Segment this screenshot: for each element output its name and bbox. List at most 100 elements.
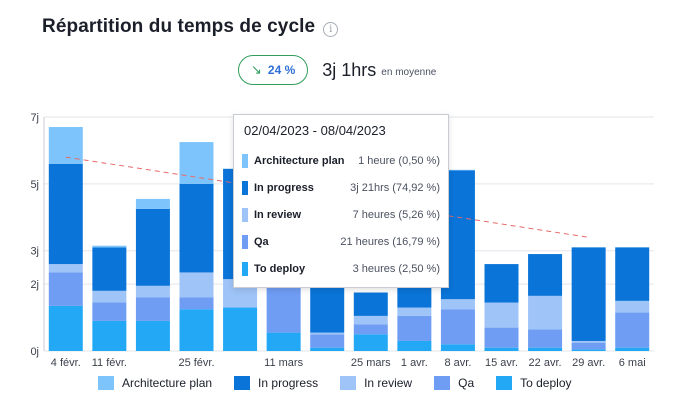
legend-item[interactable]: Architecture plan — [98, 376, 212, 390]
bar-segment[interactable] — [484, 264, 519, 303]
x-tick-label: 25 mars — [351, 357, 391, 369]
bar-segment[interactable] — [48, 127, 83, 164]
x-tick-label: 11 mars — [264, 357, 303, 369]
x-tick-label: 15 avr. — [485, 357, 518, 369]
bar-segment[interactable] — [135, 285, 170, 298]
legend-item[interactable]: In progress — [234, 376, 318, 390]
bar-segment[interactable] — [440, 169, 475, 171]
bar-segment[interactable] — [266, 284, 301, 333]
x-tick-label: 11 févr. — [92, 357, 127, 369]
bar-segment[interactable] — [397, 315, 432, 341]
tooltip-row: Architecture plan 1 heure (0,50 %) — [242, 147, 440, 174]
bar-segment[interactable] — [135, 208, 170, 286]
bar-segment[interactable] — [571, 342, 606, 350]
tooltip-value: 3 heures (2,50 %) — [352, 262, 440, 275]
chart-header: Répartition du temps de cycle i — [42, 16, 339, 38]
legend-label: Architecture plan — [122, 376, 213, 390]
legend-swatch — [434, 376, 451, 390]
bar-segment[interactable] — [48, 264, 83, 273]
tooltip-label: In progress — [254, 181, 314, 194]
y-tick-label: 2j — [30, 279, 39, 291]
x-tick-label: 6 mai — [619, 357, 646, 369]
tooltip-value: 1 heure (0,50 %) — [358, 154, 440, 167]
average-cycle-time: 3j 1hrs — [322, 59, 377, 80]
bar-segment[interactable] — [223, 307, 258, 351]
page-title: Répartition du temps de cycle — [42, 16, 316, 37]
bar-segment[interactable] — [440, 309, 475, 345]
tooltip-label: Qa — [254, 235, 269, 248]
legend-item[interactable]: In review — [340, 376, 412, 390]
bar-segment[interactable] — [92, 290, 127, 303]
bar-segment[interactable] — [92, 247, 127, 291]
bar-segment[interactable] — [615, 347, 650, 351]
bar-segment[interactable] — [528, 295, 563, 330]
chart-legend: Architecture plan In progress In review Qa T… — [98, 376, 594, 390]
bar-segment[interactable] — [48, 305, 83, 351]
legend-swatch — [340, 376, 357, 390]
bar-segment[interactable] — [528, 347, 563, 351]
bar-segment[interactable] — [92, 245, 127, 248]
bar-segment[interactable] — [179, 272, 214, 298]
tooltip-label: To deploy — [254, 262, 306, 275]
bar-segment[interactable] — [48, 272, 83, 306]
bar-segment[interactable] — [528, 254, 563, 296]
bar-segment[interactable] — [615, 300, 650, 313]
x-tick-label: 1 avr. — [401, 357, 428, 369]
bar-segment[interactable] — [179, 309, 214, 351]
tooltip-title: 02/04/2023 - 08/04/2023 — [244, 123, 386, 138]
x-tick-label: 25 févr. — [178, 357, 214, 369]
y-tick-label: 5j — [30, 179, 39, 191]
bar-segment[interactable] — [440, 344, 475, 351]
tooltip-label: In review — [254, 208, 302, 221]
bar-segment[interactable] — [266, 332, 301, 351]
bar-segment[interactable] — [615, 312, 650, 348]
legend-item[interactable]: To deploy — [496, 376, 572, 390]
bar-segment[interactable] — [92, 302, 127, 321]
y-tick-label: 7j — [30, 112, 39, 124]
info-icon[interactable]: i — [323, 21, 339, 37]
bar-segment[interactable] — [179, 183, 214, 273]
bar-segment[interactable] — [484, 327, 519, 348]
trend-down-arrow-icon: ↘ — [251, 62, 262, 77]
tooltip-row: To deploy 3 heures (2,50 %) — [242, 255, 440, 282]
x-tick-label: 4 févr. — [51, 357, 81, 369]
bar-segment[interactable] — [92, 320, 127, 351]
legend-label: In review — [364, 376, 413, 390]
bar-segment[interactable] — [528, 329, 563, 348]
bar-segment[interactable] — [310, 334, 345, 348]
bar-segment[interactable] — [571, 247, 606, 341]
bar-segment[interactable] — [440, 299, 475, 310]
bar-segment[interactable] — [353, 292, 388, 316]
bar-segment[interactable] — [397, 307, 432, 316]
bar-segment[interactable] — [484, 347, 519, 351]
y-tick-label: 3j — [30, 246, 39, 258]
bar-segment[interactable] — [353, 315, 388, 325]
bar-segment[interactable] — [615, 247, 650, 301]
bar-segment[interactable] — [397, 340, 432, 351]
tooltip-row: In progress 3j 21hrs (74,92 %) — [242, 174, 440, 201]
tooltip-swatch — [242, 261, 248, 276]
bar-segment[interactable] — [48, 163, 83, 265]
x-tick-label: 8 avr. — [444, 357, 471, 369]
bar-segment[interactable] — [135, 320, 170, 351]
bar-segment[interactable] — [571, 340, 606, 343]
bar-segment[interactable] — [353, 334, 388, 351]
bar-segment[interactable] — [310, 332, 345, 335]
bar-segment[interactable] — [179, 297, 214, 310]
bar-segment[interactable] — [353, 324, 388, 335]
bar-segment[interactable] — [571, 349, 606, 351]
average-suffix: en moyenne — [381, 66, 437, 78]
tooltip-value: 3j 21hrs (74,92 %) — [350, 181, 440, 194]
legend-label: To deploy — [520, 376, 572, 390]
bar-segment[interactable] — [484, 302, 519, 328]
tooltip-value: 21 heures (16,79 %) — [340, 235, 440, 248]
tooltip-row: In review 7 heures (5,26 %) — [242, 201, 440, 228]
bar-segment[interactable] — [135, 198, 170, 209]
bar-segment[interactable] — [179, 142, 214, 184]
cycle-time-summary: ↘ 24 % 3j 1hrs en moyenne — [238, 55, 436, 85]
bar-segment[interactable] — [135, 297, 170, 321]
legend-swatch — [234, 376, 251, 390]
legend-item[interactable]: Qa — [434, 376, 474, 390]
bar-segment[interactable] — [310, 347, 345, 351]
